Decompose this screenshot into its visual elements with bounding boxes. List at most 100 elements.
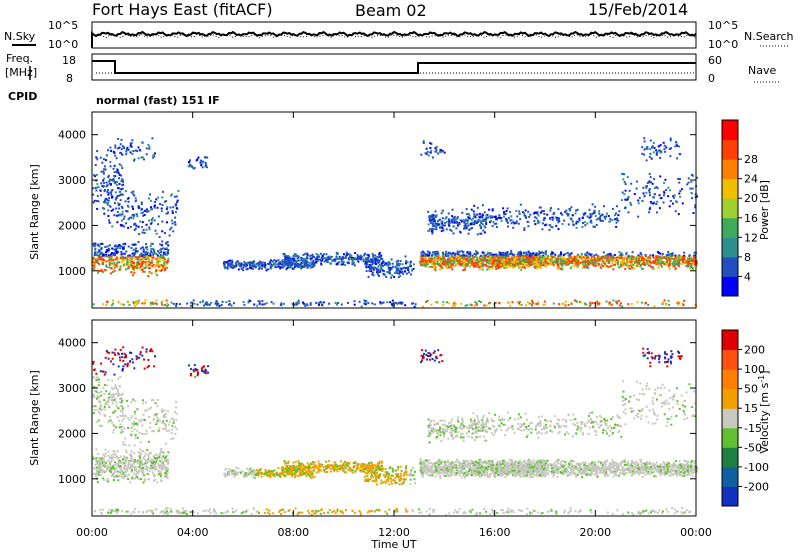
echo-cell: [674, 210, 677, 213]
echo-cell: [315, 252, 318, 255]
echo-cell: [385, 275, 388, 278]
echo-cell: [150, 464, 153, 467]
echo-cell: [594, 205, 597, 208]
echo-cell: [208, 303, 211, 306]
echo-cell: [631, 266, 634, 269]
echo-cell: [420, 264, 423, 267]
echo-cell: [305, 260, 308, 263]
echo-cell: [110, 304, 113, 307]
echo-cell: [340, 263, 343, 266]
freq-label-1: Freq.: [6, 52, 33, 65]
echo-cell: [132, 459, 135, 462]
echo-cell: [321, 259, 324, 262]
echo-cell: [420, 153, 423, 156]
echo-cell: [114, 180, 117, 183]
echo-cell: [434, 257, 437, 260]
echo-cell: [520, 258, 523, 261]
echo-cell: [604, 217, 607, 220]
echo-cell: [286, 260, 289, 262]
echo-cell: [408, 271, 410, 274]
echo-cell: [605, 215, 608, 218]
echo-cell: [575, 300, 578, 303]
echo-cell: [157, 223, 160, 226]
echo-cell: [170, 226, 173, 229]
echo-cell: [465, 208, 468, 211]
echo-cell: [140, 265, 143, 268]
echo-cell: [137, 241, 140, 243]
echo-cell: [640, 255, 643, 258]
echo-cell: [525, 253, 528, 256]
echo-cell: [655, 186, 658, 189]
echo-cell: [155, 232, 158, 235]
echo-cell: [302, 260, 305, 263]
echo-cell: [639, 256, 642, 259]
echo-cell: [157, 250, 159, 253]
echo-cell: [651, 202, 654, 205]
echo-cell: [500, 219, 503, 222]
echo-cell: [296, 255, 299, 257]
echo-cell: [441, 209, 444, 212]
echo-cell: [469, 251, 472, 254]
echo-cell: [110, 190, 113, 193]
echo-cell: [692, 254, 695, 257]
echo-cell: [609, 254, 612, 257]
echo-cell: [152, 256, 155, 259]
echo-cell: [616, 302, 619, 305]
echo-cell: [138, 255, 141, 258]
echo-cell: [125, 153, 128, 156]
echo-cell: [92, 303, 95, 306]
echo-cell: [602, 255, 605, 258]
echo-cell: [577, 253, 579, 256]
echo-cell: [200, 164, 203, 167]
echo-cell: [625, 263, 628, 266]
colorbar-segment: [722, 198, 738, 219]
echo-cell: [349, 254, 352, 257]
echo-cell: [524, 258, 527, 261]
echo-cell: [466, 222, 469, 225]
echo-cell: [670, 147, 672, 150]
echo-cell: [292, 255, 295, 257]
echo-cell: [565, 261, 568, 264]
echo-cell: [463, 266, 466, 269]
echo-cell: [486, 253, 489, 256]
echo-cell: [357, 260, 360, 263]
echo-cell: [108, 182, 111, 185]
echo-cell: [149, 252, 152, 255]
echo-cell: [452, 225, 455, 228]
echo-cell: [678, 178, 681, 180]
echo-cell: [505, 254, 507, 257]
echo-cell: [279, 266, 282, 269]
echo-cell: [154, 302, 157, 305]
echo-cell: [623, 262, 625, 265]
echo-cell: [543, 213, 546, 215]
echo-cell: [621, 261, 624, 264]
echo-cell: [301, 258, 304, 261]
echo-cell: [368, 255, 371, 258]
echo-cell: [136, 471, 139, 474]
echo-cell: [560, 212, 562, 215]
echo-cell: [485, 263, 487, 266]
echo-cell: [691, 187, 694, 190]
echo-cell: [595, 224, 598, 226]
echo-cell: [508, 257, 510, 260]
echo-cell: [580, 301, 583, 304]
echo-cell: [629, 267, 632, 270]
echo-cell: [463, 261, 466, 264]
echo-cell: [220, 303, 223, 306]
echo-cell: [127, 258, 130, 261]
echo-cell: [391, 262, 394, 265]
echo-cell: [650, 202, 653, 204]
echo-cell: [166, 454, 169, 457]
echo-cell: [146, 472, 149, 475]
echo-cell: [456, 250, 459, 253]
echo-cell: [303, 257, 306, 260]
echo-cell: [130, 450, 133, 453]
echo-cell: [150, 272, 153, 275]
echo-cell: [448, 224, 451, 227]
echo-cell: [310, 264, 313, 267]
echo-cell: [141, 450, 144, 453]
echo-cell: [364, 301, 367, 304]
echo-cell: [381, 262, 384, 264]
echo-cell: [110, 465, 112, 468]
echo-cell: [653, 178, 656, 181]
